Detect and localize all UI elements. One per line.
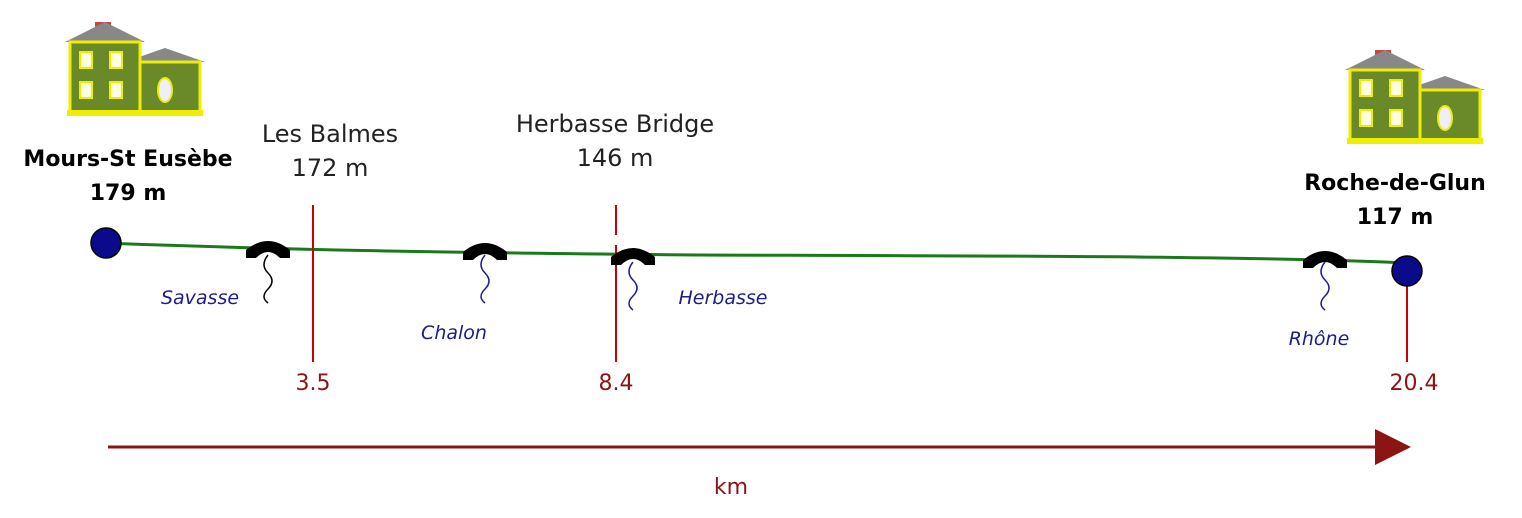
route-line [102, 241, 1408, 265]
waypoint-elevation: 172 m [292, 154, 369, 182]
distance-label: 3.5 [296, 371, 331, 396]
distance-label: 20.4 [1390, 371, 1439, 396]
river-label: Rhône [1289, 328, 1350, 350]
end-name: Roche-de-Glun [1304, 171, 1486, 196]
end-point [1391, 255, 1423, 287]
waypoint-name: Les Balmes [262, 120, 398, 148]
rivers [263, 254, 1330, 311]
distance-label: 8.4 [599, 371, 634, 396]
waypoint-name: Herbasse Bridge [516, 110, 714, 138]
river-label: Savasse [161, 287, 239, 309]
axis-label: km [714, 475, 748, 500]
river-label: Chalon [421, 322, 487, 344]
end-elevation: 117 m [1357, 205, 1434, 230]
start-point [90, 227, 122, 259]
river-label: Herbasse [679, 287, 768, 309]
house-icon [1343, 48, 1487, 146]
start-elevation: 179 m [90, 181, 167, 206]
waypoint-elevation: 146 m [577, 144, 654, 172]
bridge-icon [463, 243, 507, 260]
bridge-icon [1303, 251, 1347, 268]
house-icon [63, 20, 207, 118]
start-name: Mours-St Eusèbe [23, 147, 232, 172]
